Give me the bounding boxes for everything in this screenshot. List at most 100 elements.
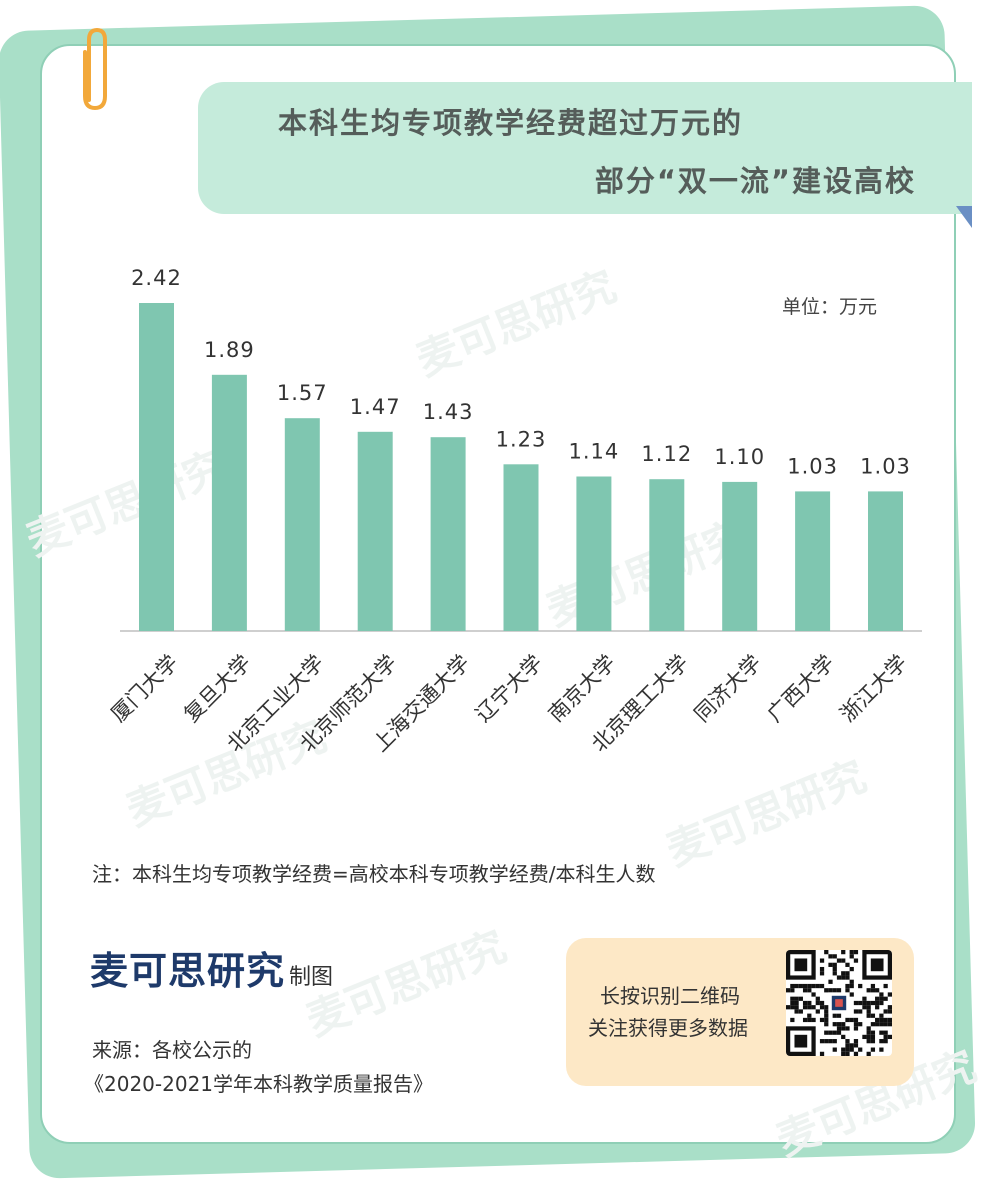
qr-module	[849, 966, 854, 972]
qr-module	[845, 971, 850, 976]
qr-module	[870, 983, 876, 989]
qr-module	[875, 1000, 880, 1006]
unit-label: 单位：万元	[782, 296, 878, 318]
qr-module	[879, 996, 884, 1001]
qr-module	[832, 1047, 837, 1052]
qr-module	[794, 996, 799, 1001]
qr-module	[849, 983, 854, 989]
qr-module	[849, 1017, 854, 1023]
qr-module	[836, 1013, 842, 1018]
qr-module	[836, 1026, 842, 1031]
qr-module	[794, 1005, 799, 1010]
source-line-2: 《2020-2021学年本科教学质量报告》	[84, 1072, 434, 1096]
qr-module	[858, 1000, 863, 1006]
qr-module	[845, 1051, 850, 1056]
qr-module	[836, 975, 842, 980]
brand-name: 麦可思研究	[90, 949, 286, 993]
qr-module	[802, 1005, 808, 1010]
qr-module	[832, 1022, 837, 1027]
qr-module	[845, 962, 850, 967]
bar	[868, 491, 903, 631]
qr-module	[841, 1034, 846, 1040]
qr-module	[883, 1034, 888, 1040]
qr-module	[853, 1043, 859, 1048]
qr-finder	[870, 958, 884, 972]
qr-logo	[835, 999, 843, 1007]
qr-module	[870, 1039, 876, 1044]
qr-module	[824, 1039, 829, 1044]
qr-module	[858, 1009, 863, 1014]
data-label: 1.03	[860, 454, 911, 478]
qr-module	[849, 979, 854, 984]
footnote: 注：本科生均专项教学经费=高校本科专项教学经费/本科生人数	[92, 862, 656, 886]
qr-module	[824, 988, 829, 993]
qr-module	[828, 979, 833, 984]
qr-module	[815, 1000, 820, 1006]
bar	[795, 491, 831, 631]
qr-module	[845, 1026, 850, 1031]
category-label: 浙江大学	[835, 650, 911, 726]
qr-module	[853, 950, 859, 955]
qr-module	[870, 1013, 876, 1018]
qr-module	[875, 1005, 880, 1010]
qr-module	[828, 954, 833, 959]
bar	[139, 303, 174, 631]
qr-module	[858, 1022, 863, 1027]
qr-module	[828, 1039, 833, 1044]
qr-module	[879, 1000, 884, 1006]
category-label: 厦门大学	[106, 650, 182, 726]
qr-module	[790, 996, 795, 1001]
qr-module	[841, 1047, 846, 1052]
qr-module	[790, 988, 795, 993]
data-label: 1.43	[423, 400, 474, 424]
qr-module	[841, 950, 846, 955]
qr-module	[790, 1017, 795, 1023]
data-label: 1.23	[496, 427, 547, 451]
qr-module	[811, 1005, 816, 1010]
category-label: 南京大学	[544, 650, 620, 726]
qr-module	[866, 1034, 871, 1040]
qr-module	[845, 1043, 850, 1048]
title-banner	[198, 82, 972, 214]
qr-module	[807, 1013, 812, 1018]
qr-module	[870, 1034, 876, 1040]
qr-module	[858, 1047, 863, 1052]
qr-module	[798, 1009, 803, 1014]
qr-module	[815, 1009, 820, 1014]
qr-module	[811, 983, 816, 989]
qr-module	[875, 996, 880, 1001]
qr-module	[832, 1039, 837, 1044]
qr-module	[807, 983, 812, 989]
qr-code-icon[interactable]	[786, 950, 892, 1056]
qr-module	[845, 983, 850, 989]
qr-module	[811, 992, 816, 997]
source-line-1: 来源：各校公示的	[92, 1038, 252, 1062]
qr-module	[879, 1047, 884, 1052]
bar	[649, 479, 685, 631]
qr-module	[866, 1005, 871, 1010]
data-label: 1.12	[641, 442, 692, 466]
qr-module	[866, 988, 871, 993]
data-label: 1.03	[787, 454, 838, 478]
qr-module	[828, 1030, 833, 1035]
paperclip-icon	[83, 27, 107, 111]
bar	[503, 464, 539, 631]
qr-module	[824, 1005, 829, 1010]
brand: 麦可思研究 制图	[90, 940, 333, 995]
qr-module	[887, 1034, 892, 1040]
qr-module	[870, 1047, 876, 1052]
qr-module	[819, 1039, 825, 1044]
chart-title-line-2: 部分“双一流”建设高校	[594, 164, 916, 198]
qr-module	[819, 966, 825, 972]
qr-module	[853, 1051, 859, 1056]
qr-module	[815, 983, 820, 989]
qr-module	[815, 996, 820, 1001]
qr-module	[798, 983, 803, 989]
qr-module	[883, 1022, 888, 1027]
qr-module	[849, 992, 854, 997]
qr-finder	[794, 1034, 808, 1048]
qr-module	[824, 1009, 829, 1014]
qr-module	[802, 1000, 808, 1006]
qr-module	[807, 1017, 812, 1023]
qr-module	[824, 1017, 829, 1023]
